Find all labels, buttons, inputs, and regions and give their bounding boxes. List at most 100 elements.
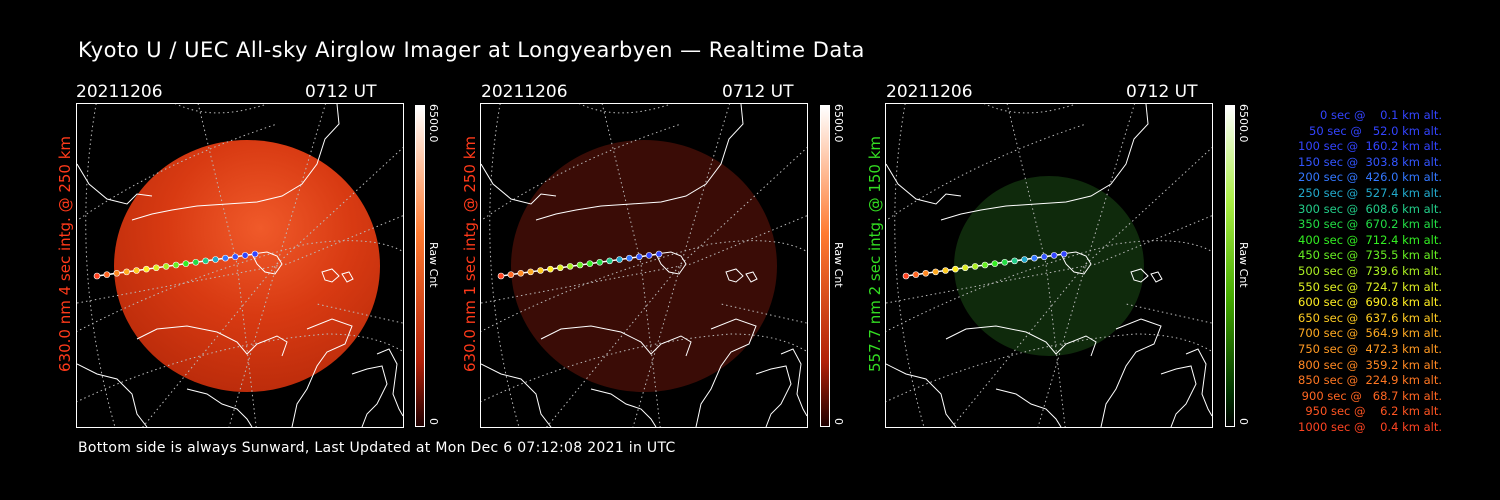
track-point bbox=[1031, 254, 1038, 262]
coast-line bbox=[186, 388, 253, 427]
track-point bbox=[152, 264, 160, 272]
grid-line bbox=[579, 104, 672, 114]
page-title: Kyoto U / UEC All-sky Airglow Imager at … bbox=[78, 38, 865, 62]
legend-entry: 600 sec @ 690.8 km alt. bbox=[1294, 295, 1442, 310]
airglow-disk bbox=[511, 140, 777, 392]
legend-entry: 50 sec @ 52.0 km alt. bbox=[1301, 123, 1442, 138]
coast-line bbox=[376, 348, 403, 417]
panel-3-image bbox=[885, 103, 1213, 428]
track-point bbox=[645, 252, 653, 259]
panel-2-colorbar-unit: Raw Cnt bbox=[832, 242, 845, 288]
coast-line bbox=[540, 325, 692, 357]
legend-entry: 350 sec @ 670.2 km alt. bbox=[1294, 217, 1442, 232]
track-point bbox=[212, 256, 219, 263]
lat-lon-grid bbox=[886, 104, 1212, 427]
grid-line bbox=[984, 104, 1077, 114]
track-point bbox=[991, 260, 999, 267]
track-point bbox=[222, 254, 229, 262]
track-point bbox=[961, 264, 969, 272]
grid-line bbox=[951, 147, 1212, 427]
track-point bbox=[655, 250, 663, 258]
panel-1-colorbar-unit: Raw Cnt bbox=[427, 242, 440, 288]
panel-2-colorbar-max: 6500.0 bbox=[832, 104, 845, 143]
track-point bbox=[912, 271, 920, 278]
track-point bbox=[527, 268, 534, 276]
legend-entry: 800 sec @ 359.2 km alt. bbox=[1294, 357, 1442, 372]
track-point bbox=[172, 261, 180, 269]
coast-line bbox=[136, 325, 288, 357]
coast-line bbox=[291, 318, 353, 427]
panel-3-colorbar-max: 6500.0 bbox=[1237, 104, 1250, 143]
track-point bbox=[1021, 256, 1028, 263]
grid-line bbox=[546, 147, 807, 427]
track-point bbox=[586, 260, 594, 267]
track-point bbox=[507, 271, 515, 278]
legend-entry: 700 sec @ 564.9 km alt. bbox=[1294, 326, 1442, 341]
track-point bbox=[497, 272, 505, 280]
panel-1-colorbar-min: 0 bbox=[427, 418, 440, 425]
track-point bbox=[1050, 252, 1058, 259]
grid-line bbox=[886, 123, 1087, 222]
grid-line bbox=[894, 104, 925, 427]
coast-line bbox=[995, 388, 1062, 427]
panel-3-map bbox=[886, 104, 1212, 427]
panel-1-image bbox=[76, 103, 404, 428]
panel-1-map bbox=[77, 104, 403, 427]
legend-entry: 0 sec @ 0.1 km alt. bbox=[1309, 108, 1442, 122]
track-point bbox=[202, 257, 209, 265]
grid-line bbox=[316, 303, 403, 324]
legend-entry: 100 sec @ 160.2 km alt. bbox=[1294, 139, 1442, 154]
legend-entry: 300 sec @ 608.6 km alt. bbox=[1294, 201, 1442, 216]
track-point bbox=[123, 268, 130, 276]
coast-line bbox=[780, 348, 807, 417]
track-point bbox=[1060, 250, 1068, 258]
panel-2-colorbar bbox=[820, 105, 830, 427]
track-point bbox=[1040, 253, 1048, 261]
track-point bbox=[1001, 258, 1009, 266]
coast-line bbox=[351, 365, 388, 427]
coastline bbox=[481, 104, 807, 427]
coast-line bbox=[655, 251, 687, 275]
coast-line bbox=[1060, 251, 1092, 275]
panel-3-colorbar-min: 0 bbox=[1237, 418, 1250, 425]
track-point bbox=[162, 263, 170, 270]
track-point bbox=[103, 271, 111, 278]
panel-3-colorbar bbox=[1225, 105, 1235, 427]
legend-entry: 450 sec @ 735.5 km alt. bbox=[1294, 248, 1442, 263]
coast-line bbox=[77, 163, 153, 205]
coast-line bbox=[251, 251, 283, 275]
coast-line bbox=[590, 388, 657, 427]
coastline bbox=[77, 104, 403, 427]
coast-line bbox=[1130, 268, 1163, 283]
panel-1-date: 20211206 bbox=[76, 82, 163, 102]
legend-entry: 750 sec @ 472.3 km alt. bbox=[1294, 341, 1442, 356]
track-point bbox=[182, 260, 190, 267]
legend-entry: 650 sec @ 637.6 km alt. bbox=[1294, 310, 1442, 325]
track-point bbox=[231, 253, 239, 261]
coast-line bbox=[886, 363, 957, 427]
grid-line bbox=[85, 104, 116, 427]
legend-entry: 400 sec @ 712.4 km alt. bbox=[1294, 232, 1442, 247]
coast-line bbox=[1100, 318, 1162, 427]
track-point bbox=[556, 264, 564, 272]
coast-line bbox=[77, 363, 148, 427]
track-point bbox=[922, 269, 930, 277]
coast-line bbox=[725, 268, 758, 283]
grid-line bbox=[481, 215, 807, 304]
footer-status: Bottom side is always Sunward, Last Upda… bbox=[78, 440, 676, 456]
grid-line bbox=[77, 215, 403, 304]
track-point bbox=[942, 267, 949, 274]
legend-entry: 1000 sec @ 0.4 km alt. bbox=[1298, 419, 1442, 434]
trajectory-track bbox=[93, 250, 259, 280]
legend-entry: 150 sec @ 303.8 km alt. bbox=[1294, 154, 1442, 169]
grid-line bbox=[197, 104, 257, 427]
coast-line bbox=[695, 318, 757, 427]
panel-2-colorbar-min: 0 bbox=[832, 418, 845, 425]
track-point bbox=[635, 253, 643, 261]
track-point bbox=[981, 261, 989, 269]
coast-line bbox=[886, 163, 962, 205]
grid-line bbox=[142, 147, 403, 427]
grid-line bbox=[886, 215, 1212, 304]
grid-line bbox=[77, 123, 278, 222]
coast-line bbox=[481, 163, 557, 205]
